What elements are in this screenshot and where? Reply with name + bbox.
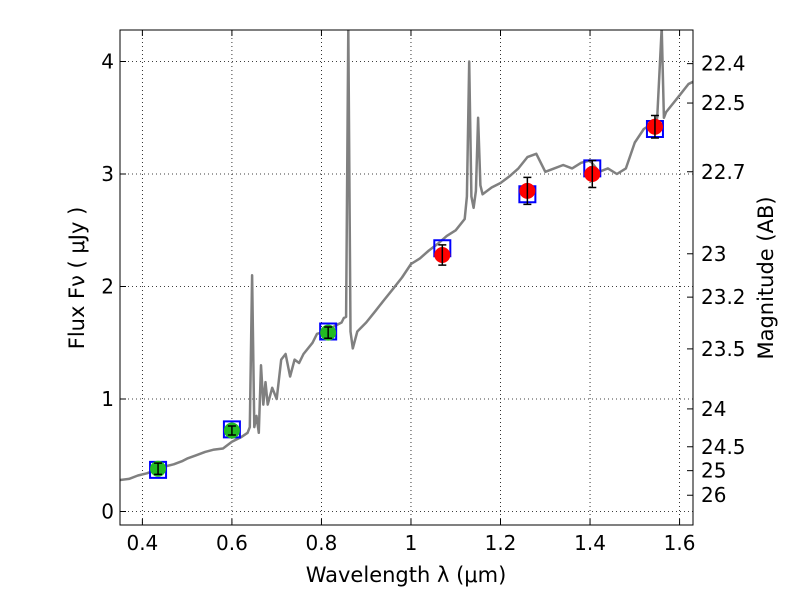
y-axis-label-right: Magnitude (AB) (754, 196, 778, 359)
mag-tick-label: 26 (701, 483, 726, 507)
x-tick-label: 1.6 (664, 531, 696, 555)
sed-model-line (120, 30, 693, 482)
x-tick-label: 0.4 (126, 531, 158, 555)
mag-tick-label: 22.5 (701, 91, 746, 115)
mag-tick-label: 22.4 (701, 52, 746, 76)
y-axis-label: Flux Fν ( μJy ) (65, 207, 89, 350)
x-tick-label: 1.4 (574, 531, 606, 555)
y-tick-label: 1 (101, 387, 114, 411)
mag-tick-label: 25 (701, 459, 726, 483)
mag-tick-label: 23.2 (701, 285, 746, 309)
x-tick-label: 1 (405, 531, 418, 555)
mag-tick-label: 24 (701, 397, 726, 421)
x-tick-label: 0.6 (216, 531, 248, 555)
mag-tick-label: 23 (701, 242, 726, 266)
x-tick-label: 0.8 (306, 531, 338, 555)
y-tick-label: 3 (101, 162, 114, 186)
mag-tick-label: 23.5 (701, 337, 746, 361)
plot-series (120, 30, 693, 482)
y-tick-label: 2 (101, 275, 114, 299)
plot-frame (119, 29, 694, 526)
x-axis-label: Wavelength λ (μm) (306, 563, 507, 587)
y-tick-label: 0 (101, 500, 114, 524)
mag-tick-label: 24.5 (701, 435, 746, 459)
mag-tick-label: 22.7 (701, 160, 746, 184)
y-tick-label: 4 (101, 50, 114, 74)
x-tick-label: 1.2 (485, 531, 517, 555)
